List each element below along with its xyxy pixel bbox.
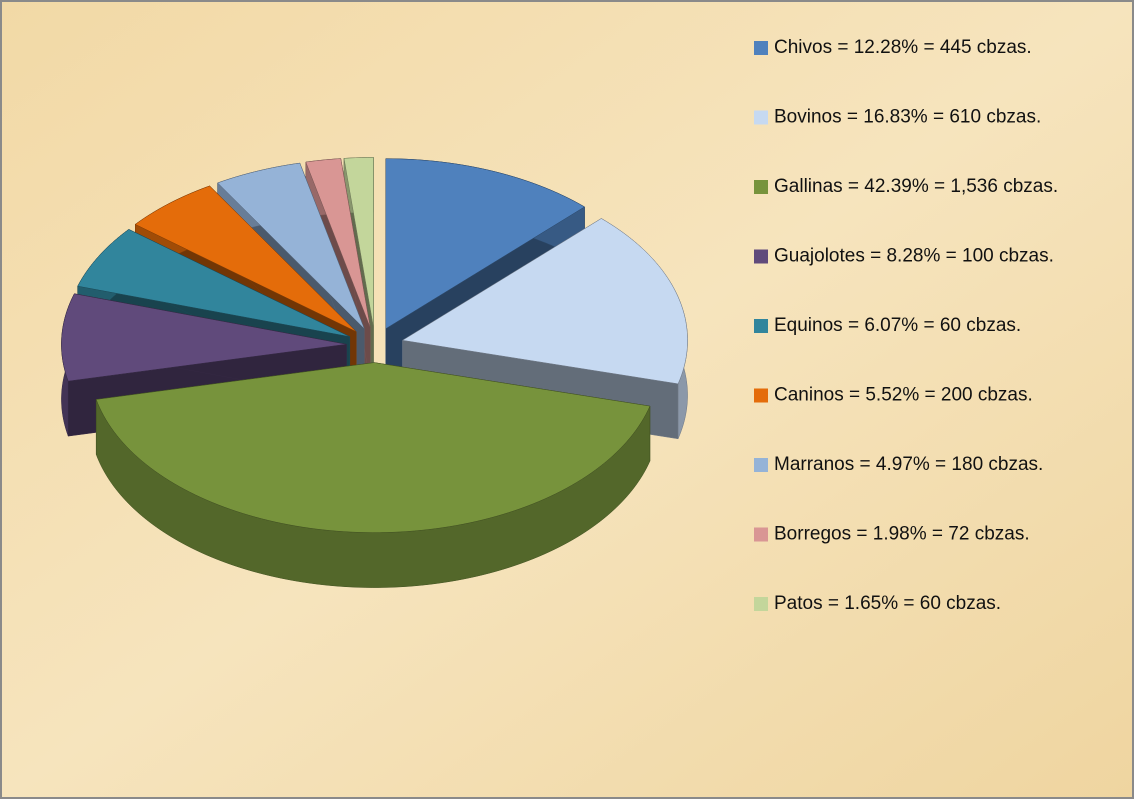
legend-swatch <box>754 41 768 55</box>
legend-swatch <box>754 319 768 333</box>
legend-swatch <box>754 110 768 125</box>
legend-swatch <box>754 458 768 472</box>
legend-swatch <box>754 388 768 403</box>
legend-label: Marranos = 4.97% = 180 cbzas. <box>774 454 1043 475</box>
slice-top <box>217 162 365 329</box>
slice-top <box>77 229 350 337</box>
slice-top <box>95 362 651 533</box>
legend-label: Caninos = 5.52% = 200 cbzas. <box>774 385 1033 406</box>
legend-swatch <box>754 249 768 264</box>
legend-label: Borregos = 1.98% = 72 cbzas. <box>774 524 1030 545</box>
slice-top <box>134 185 357 332</box>
slice-top <box>61 293 347 382</box>
legend-swatch <box>754 180 768 194</box>
pie-slice <box>95 362 651 588</box>
legend-label: Patos = 1.65% = 60 cbzas. <box>774 593 1001 614</box>
legend-label: Chivos = 12.28% = 445 cbzas. <box>774 37 1032 58</box>
legend-label: Equinos = 6.07% = 60 cbzas. <box>774 315 1021 336</box>
legend-label: Guajolotes = 8.28% = 100 cbzas. <box>774 246 1054 267</box>
slice-top <box>401 218 688 385</box>
slice-top <box>343 157 374 328</box>
legend-label: Bovinos = 16.83% = 610 cbzas. <box>774 107 1041 128</box>
slice-top <box>305 158 371 328</box>
legend-label: Gallinas = 42.39% = 1,536 cbzas. <box>774 176 1058 197</box>
slice-top <box>385 158 586 330</box>
legend-swatch <box>754 597 768 611</box>
legend-swatch <box>754 527 768 542</box>
